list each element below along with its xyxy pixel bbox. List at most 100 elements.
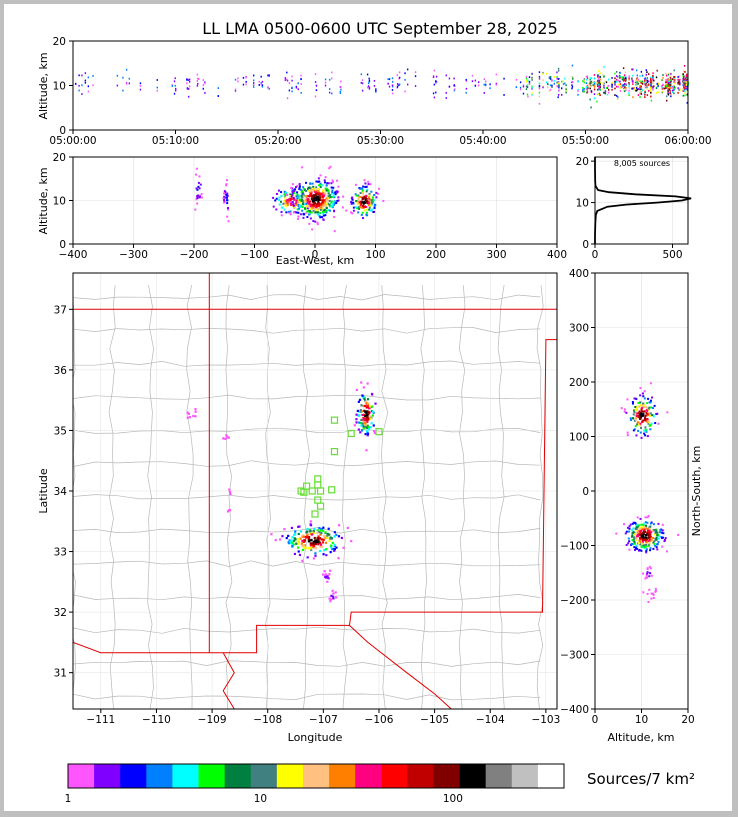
- northsouth-xtick-label: 20: [681, 714, 694, 726]
- altitude-time-point: [683, 86, 685, 89]
- altitude-time-point: [624, 80, 627, 82]
- eastwest-point: [280, 206, 283, 209]
- eastwest-point: [312, 203, 315, 206]
- altitude-time-point: [683, 85, 685, 88]
- altitude-time-point: [171, 85, 174, 87]
- eastwest-point: [319, 199, 322, 202]
- altitude-time-point: [641, 89, 644, 92]
- eastwest-point: [310, 190, 313, 193]
- altitude-time-point: [585, 86, 588, 89]
- eastwest-point: [312, 205, 315, 208]
- altitude-time-point: [650, 78, 652, 81]
- plan-view-point: [367, 427, 370, 430]
- altitude-time-point: [621, 76, 624, 79]
- eastwest-point: [377, 192, 380, 195]
- northsouth-point: [641, 392, 644, 395]
- northsouth-point: [654, 587, 657, 590]
- northsouth-point: [635, 434, 638, 437]
- northsouth-point: [640, 411, 643, 414]
- altitude-time-point: [599, 78, 601, 81]
- altitude-time-point: [542, 86, 544, 89]
- altitude-time-point: [665, 84, 667, 87]
- eastwest-point: [301, 166, 304, 169]
- altitude-time-point: [673, 69, 675, 72]
- altitude-time-point: [173, 80, 176, 83]
- altitude-time-point: [639, 92, 641, 95]
- altitude-time-point: [589, 81, 591, 83]
- northsouth-point: [639, 517, 642, 520]
- county-line: [73, 626, 541, 634]
- eastwest-point: [307, 187, 310, 190]
- northsouth-point: [630, 418, 633, 421]
- altitude-time-point: [602, 87, 604, 90]
- altitude-time-point: [368, 86, 371, 89]
- northsouth-grid: [595, 272, 688, 710]
- eastwest-point: [327, 209, 330, 212]
- altitude-time-point: [245, 83, 247, 86]
- altitude-time-point: [639, 75, 641, 77]
- altitude-time-point: [234, 89, 237, 92]
- plan-view-ytick-label: 36: [54, 365, 68, 377]
- northsouth-ytick-label: 0: [582, 486, 589, 498]
- eastwest-point: [279, 200, 282, 203]
- altitude-time-point: [483, 78, 485, 81]
- eastwest-point: [375, 196, 378, 199]
- eastwest-point: [195, 187, 198, 190]
- eastwest-point: [226, 199, 229, 202]
- northsouth-point: [648, 532, 651, 535]
- eastwest-point: [312, 220, 315, 223]
- altitude-time-point: [661, 79, 663, 82]
- altitude-time-point: [683, 80, 685, 83]
- eastwest-point: [323, 199, 326, 202]
- altitude-time-point: [81, 84, 83, 87]
- altitude-time-point: [673, 86, 675, 89]
- county-line: [73, 594, 541, 601]
- altitude-time-point: [538, 71, 541, 74]
- altitude-time-point: [577, 90, 579, 92]
- eastwest-point: [283, 193, 286, 196]
- altitude-time-point: [196, 80, 199, 82]
- eastwest-point: [292, 198, 295, 201]
- altitude-time-xtick-label: 06:00:00: [664, 135, 711, 147]
- northsouth-points: [615, 382, 680, 604]
- eastwest-point: [308, 190, 311, 193]
- altitude-time-point: [435, 81, 438, 83]
- altitude-time-point: [631, 68, 633, 71]
- eastwest-xtick-label: 0: [312, 249, 319, 261]
- altitude-time-point: [414, 85, 417, 87]
- eastwest-point: [354, 183, 357, 186]
- colorbar-ticks: 1 10 100: [65, 793, 463, 805]
- altitude-time-point: [641, 82, 644, 85]
- county-line: [420, 285, 427, 709]
- eastwest-point: [317, 188, 320, 191]
- northsouth-point: [648, 541, 651, 544]
- altitude-time-point: [669, 79, 671, 81]
- altitude-time-point: [547, 83, 549, 86]
- northsouth-point: [645, 551, 648, 554]
- eastwest-point: [319, 216, 322, 219]
- eastwest-point: [331, 196, 334, 199]
- plan-view-point: [186, 411, 189, 414]
- altitude-time-point: [593, 74, 596, 76]
- altitude-time-point: [557, 85, 559, 87]
- northsouth-point: [661, 523, 664, 526]
- altitude-time-point: [598, 93, 600, 96]
- northsouth-point: [644, 527, 647, 530]
- plan-view-point: [342, 546, 345, 549]
- station-marker: [328, 486, 336, 494]
- altitude-time-point: [673, 76, 676, 78]
- plan-view-point: [298, 525, 301, 528]
- altitude-time-ytick-label: 10: [53, 81, 66, 93]
- plan-view-point: [366, 403, 370, 407]
- altitude-time-point: [288, 89, 291, 92]
- northsouth-point: [655, 528, 658, 531]
- eastwest-point: [275, 208, 278, 211]
- eastwest-point: [324, 181, 327, 184]
- plan-view-point: [366, 432, 370, 435]
- altitude-time-point: [668, 72, 671, 75]
- northsouth-point: [641, 410, 644, 413]
- plan-view-point: [314, 547, 318, 550]
- eastwest-point: [328, 199, 331, 202]
- altitude-time-point: [598, 86, 600, 89]
- altitude-time-point: [396, 74, 399, 77]
